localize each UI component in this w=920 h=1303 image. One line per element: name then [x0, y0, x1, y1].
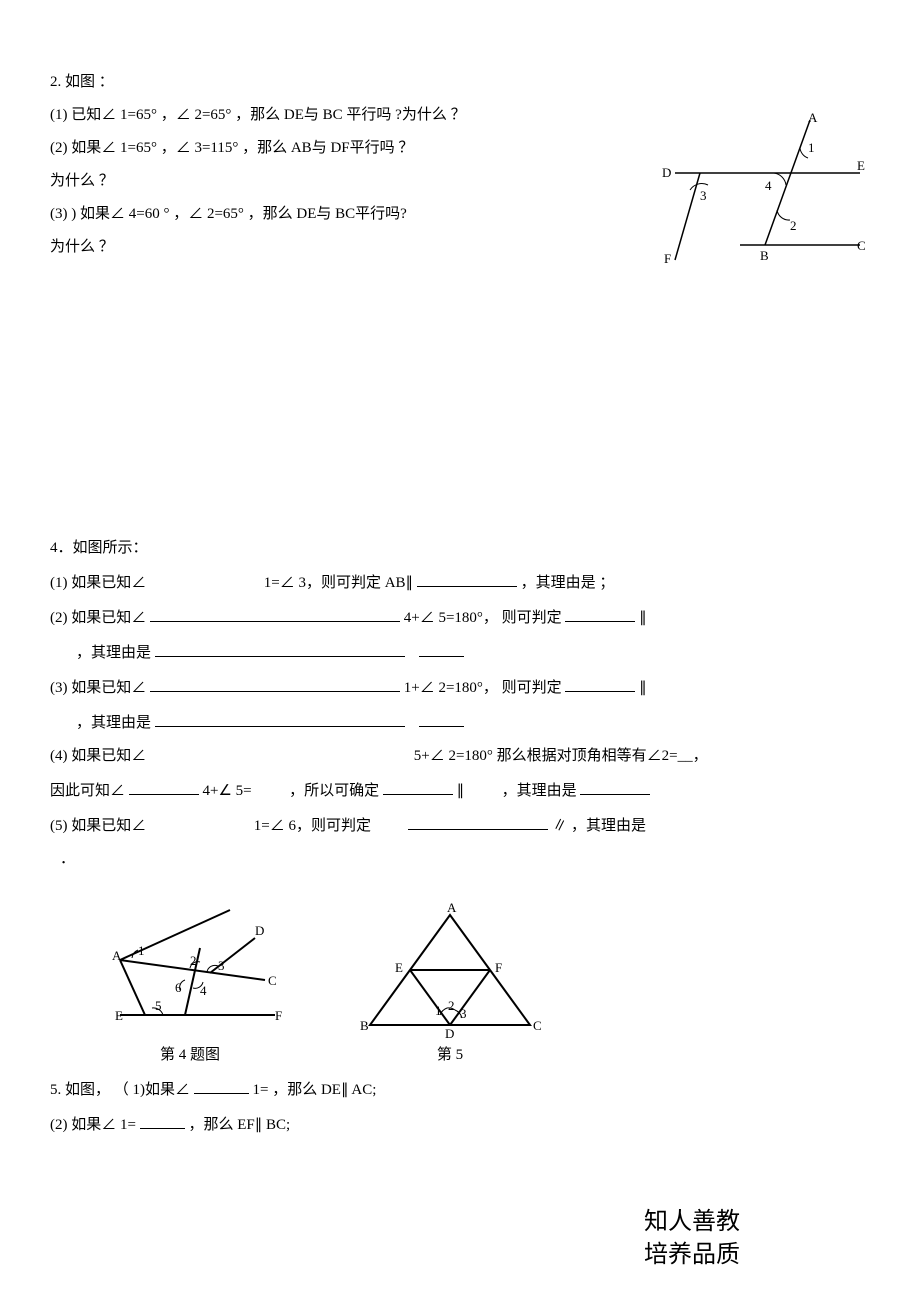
blank[interactable] — [140, 1113, 185, 1129]
q2-part1: (1) 已知∠ 1=65° ，∠ 2=65° ，那么 DE与 BC 平行吗 ?为… — [50, 105, 670, 126]
label-F: F — [664, 251, 671, 266]
footer-l1: 知人善教 — [644, 1206, 740, 1240]
blank[interactable] — [150, 606, 400, 622]
label-angle1: 1 — [808, 140, 815, 155]
q4-p6d: ． — [50, 849, 870, 870]
caption-q4: 第 4 题图 — [90, 1045, 290, 1066]
blank[interactable] — [419, 711, 464, 727]
q4-p5d: ∥ — [457, 783, 468, 799]
diagram-q4: A D C E F 1 2 3 4 5 6 — [90, 900, 290, 1040]
label-D: D — [445, 1026, 454, 1040]
label-a3: 3 — [218, 958, 225, 973]
label-angle4: 4 — [765, 178, 772, 193]
q4-p3d: ，其理由是 — [76, 715, 151, 731]
q4-p6b: 1=∠ 6，则可判定 — [254, 818, 371, 834]
label-A: A — [808, 110, 818, 125]
q5-stem: 5. 如图， （ 1)如果∠ 1= ，那么 DE∥ AC; — [50, 1078, 870, 1101]
q2-part2: (2) 如果∠ 1=65° ，∠ 3=115° ，那么 AB与 DF平行吗 ？ — [50, 138, 670, 159]
page-footer: 知人善教 培养品质 — [644, 1206, 740, 1273]
q4-p1b: 1=∠ 3，则可判定 AB∥ — [264, 575, 413, 591]
q4-p5a: 因此可知∠ — [50, 783, 125, 799]
label-angle2: 2 — [790, 218, 797, 233]
blank[interactable] — [419, 641, 464, 657]
q4-p6a: (5) 如果已知∠ — [50, 818, 146, 834]
label-a4: 4 — [200, 983, 207, 998]
label-B: B — [360, 1018, 369, 1033]
label-angle3: 3 — [700, 188, 707, 203]
caption-row: 第 4 题图 第 5 — [90, 1045, 870, 1066]
q5-p2b: ，那么 EF∥ BC; — [188, 1117, 290, 1133]
blank[interactable] — [417, 571, 517, 587]
q5-p2: (2) 如果∠ 1= ，那么 EF∥ BC; — [50, 1113, 870, 1136]
label-a1: 1 — [435, 1003, 442, 1018]
q4-p2d: ，其理由是 — [76, 645, 151, 661]
q4-p3a: (3) 如果已知∠ — [50, 680, 146, 696]
diagram-q2: A D E F B C 1 2 3 4 — [650, 110, 870, 270]
q4-stem: 4．如图所示： — [50, 538, 870, 559]
label-C: C — [268, 973, 277, 988]
q4-p1a: (1) 如果已知∠ — [50, 575, 146, 591]
diagram-q5: A B C E F D 1 2 3 — [350, 900, 550, 1040]
label-a5: 5 — [155, 998, 162, 1013]
q4-p2a: (2) 如果已知∠ — [50, 610, 146, 626]
blank[interactable] — [565, 606, 635, 622]
q4-p2: (2) 如果已知∠ 4+∠ 5=180°， 则可判定 ∥ — [50, 606, 870, 629]
label-a6: 6 — [175, 980, 182, 995]
q4-p3b: 1+∠ 2=180°， 则可判定 — [404, 680, 562, 696]
q4-p2b: 4+∠ 5=180°， 则可判定 — [404, 610, 562, 626]
label-C: C — [533, 1018, 542, 1033]
label-A: A — [447, 900, 457, 915]
q4-p3: (3) 如果已知∠ 1+∠ 2=180°， 则可判定 ∥ — [50, 676, 870, 699]
q4-p5e: ，其理由是 — [502, 783, 577, 799]
blank[interactable] — [383, 779, 453, 795]
blank[interactable] — [129, 779, 199, 795]
label-B: B — [760, 248, 769, 263]
q2-part3: (3) ) 如果∠ 4=60 ° ，∠ 2=65° ，那么 DE与 BC平行吗? — [50, 204, 670, 225]
q4-p5c: ，所以可确定 — [289, 783, 379, 799]
blank[interactable] — [194, 1078, 249, 1094]
label-D: D — [255, 923, 264, 938]
label-D: D — [662, 165, 671, 180]
q4-p4b: 5+∠ 2=180° 那么根据对顶角相等有∠2=__， — [414, 748, 708, 764]
q2-why3: 为什么 ？ — [50, 237, 670, 258]
q4-p2c: ∥ — [639, 610, 647, 626]
q4-p5: 因此可知∠ 4+∠ 5= ，所以可确定 ∥ ，其理由是 — [50, 779, 870, 802]
blank[interactable] — [408, 814, 548, 830]
label-C: C — [857, 238, 866, 253]
q4-p4: (4) 如果已知∠ 5+∠ 2=180° 那么根据对顶角相等有∠2=__， — [50, 746, 870, 767]
q2-stem: 2. 如图 ： — [50, 72, 670, 93]
q4-p3-sub: ，其理由是 — [50, 711, 870, 734]
label-a2: 2 — [448, 998, 455, 1013]
q2-why2: 为什么 ？ — [50, 171, 670, 192]
label-E: E — [857, 158, 865, 173]
q4-p3c: ∥ — [639, 680, 647, 696]
footer-l2: 培养品质 — [644, 1239, 740, 1273]
q4-p1: (1) 如果已知∠ 1=∠ 3，则可判定 AB∥ ，其理由是 ； — [50, 571, 870, 594]
blank[interactable] — [565, 676, 635, 692]
q4-p4a: (4) 如果已知∠ — [50, 748, 146, 764]
label-A: A — [112, 948, 122, 963]
q4-p1c: ，其理由是 ； — [521, 575, 615, 591]
label-a1: 1 — [138, 943, 145, 958]
q5-stem-a: 5. 如图， （ 1)如果∠ — [50, 1082, 190, 1098]
label-F: F — [275, 1008, 282, 1023]
q4-p2-sub: ，其理由是 — [50, 641, 870, 664]
blank[interactable] — [155, 711, 405, 727]
blank[interactable] — [155, 641, 405, 657]
q4-p6c: ∥ ，其理由是 — [552, 818, 646, 834]
q5-stem-b: 1= ，那么 DE∥ AC; — [253, 1082, 377, 1098]
label-F: F — [495, 960, 502, 975]
q4-p5b: 4+∠ 5= — [203, 783, 252, 799]
caption-q5: 第 5 — [350, 1045, 550, 1066]
label-E: E — [395, 960, 403, 975]
q5-p2a: (2) 如果∠ 1= — [50, 1117, 136, 1133]
blank[interactable] — [150, 676, 400, 692]
label-a2: 2 — [190, 953, 197, 968]
q4-p6: (5) 如果已知∠ 1=∠ 6，则可判定 ∥ ，其理由是 — [50, 814, 870, 837]
label-E: E — [115, 1008, 123, 1023]
blank[interactable] — [580, 779, 650, 795]
label-a3: 3 — [460, 1006, 467, 1021]
diagram-row: A D C E F 1 2 3 4 5 6 — [90, 900, 870, 1040]
